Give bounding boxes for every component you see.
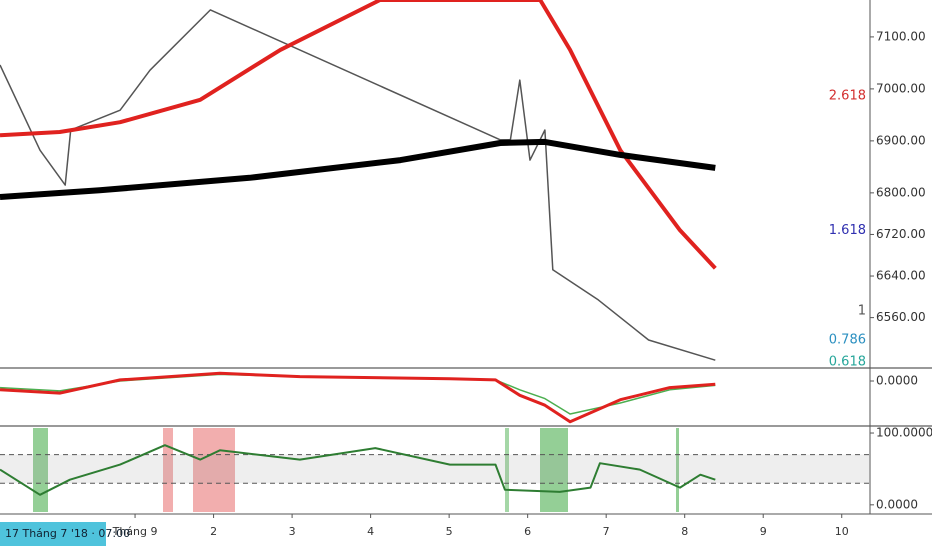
x-tick-label: Tháng 9 [112, 525, 158, 538]
x-tick-label: 2 [210, 525, 217, 538]
fib-label: 2.618 [829, 89, 866, 104]
y-tick-label: 0.0000 [876, 374, 918, 388]
x-tick-label: 7 [603, 525, 610, 538]
y-tick-label: 0.0000 [876, 497, 918, 511]
x-tick-label: 6 [524, 525, 531, 538]
highlight [676, 428, 679, 512]
crosshair-box [0, 522, 106, 546]
x-tick-label: 9 [760, 525, 767, 538]
band-fill [0, 454, 870, 484]
x-tick-label: 8 [681, 525, 688, 538]
x-tick-label: 5 [446, 525, 453, 538]
highlight [505, 428, 509, 512]
highlight [163, 428, 173, 512]
x-tick-label: 4 [367, 525, 374, 538]
fib-label: 1.618 [829, 223, 866, 238]
y-tick-label: 100.0000 [876, 426, 932, 440]
fib-label: 1 [858, 303, 866, 318]
series-line [0, 444, 716, 496]
y-tick-label: 7000.00 [876, 81, 926, 95]
y-tick-label: 6900.00 [876, 133, 926, 147]
series-line [0, 0, 717, 270]
y-tick-label: 6640.00 [876, 269, 926, 283]
y-tick-label: 6720.00 [876, 227, 926, 241]
fib-label: 0.786 [829, 332, 866, 347]
y-tick-label: 7100.00 [876, 29, 926, 43]
highlight [33, 428, 48, 512]
fib-label: 0.618 [829, 354, 866, 369]
x-tick-label: 10 [835, 525, 849, 538]
crosshair-label: 17 Tháng 7 '18 · 07:00 [5, 527, 130, 540]
series-line [0, 138, 716, 200]
x-tick-label: 3 [289, 525, 296, 538]
y-tick-label: 6800.00 [876, 185, 926, 199]
series-line [0, 9, 716, 361]
highlight [193, 428, 235, 512]
series-line [0, 371, 716, 424]
highlight [540, 428, 568, 512]
y-tick-label: 6560.00 [876, 310, 926, 324]
